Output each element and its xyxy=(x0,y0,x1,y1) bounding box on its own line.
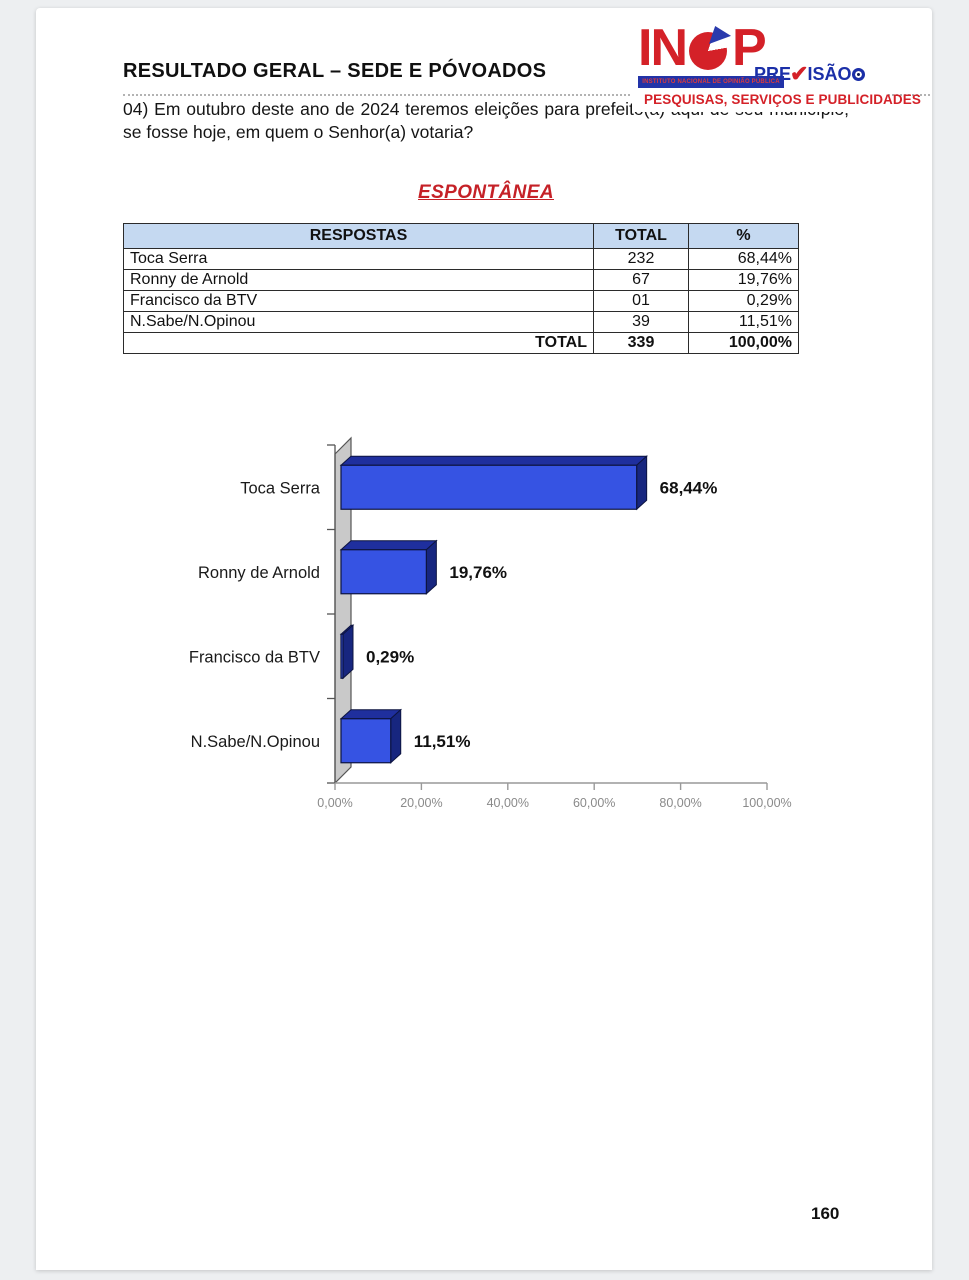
bar xyxy=(340,633,344,679)
table-cell: N.Sabe/N.Opinou xyxy=(123,311,594,333)
checkmark-icon: ✔ xyxy=(790,61,809,86)
logo-text-in: IN xyxy=(638,19,688,77)
bar-group xyxy=(339,624,355,680)
section-heading: ESPONTÂNEA xyxy=(418,182,554,203)
logo-tagline: PESQUISAS, SERVIÇOS E PUBLICIDADES xyxy=(644,92,921,107)
bar-chart-svg: Toca Serra 68,44% Ronny de Arnold 19,76% Fra… xyxy=(189,436,792,810)
bar-top-face xyxy=(339,540,438,551)
x-tick-label: 100,00% xyxy=(742,796,791,810)
x-tick-label: 80,00% xyxy=(659,796,701,810)
table-cell: Francisco da BTV xyxy=(123,290,594,312)
x-tick-label: 0,00% xyxy=(317,796,352,810)
bar-group xyxy=(339,455,648,511)
table-body: Toca Serra 232 68,44% Ronny de Arnold 67 19,7… xyxy=(123,248,799,354)
table-cell: 100,00% xyxy=(688,332,799,354)
bar-side-face xyxy=(636,455,648,511)
table-cell: 39 xyxy=(593,311,689,333)
category-label: N.Sabe/N.Opinou xyxy=(191,733,320,751)
logo-institute-bar: INSTITUTO NACIONAL DE OPINIÃO PÚBLICA xyxy=(638,76,784,88)
table-cell: 67 xyxy=(593,269,689,291)
bar xyxy=(340,464,638,510)
value-label: 68,44% xyxy=(660,478,718,497)
table-cell: 339 xyxy=(593,332,689,354)
table-cell: TOTAL xyxy=(123,332,594,354)
table-cell: 01 xyxy=(593,290,689,312)
x-tick-label: 20,00% xyxy=(400,796,442,810)
category-label: Francisco da BTV xyxy=(189,648,320,666)
bar-side-face xyxy=(390,708,402,764)
category-label: Ronny de Arnold xyxy=(198,564,320,582)
bar-side-face xyxy=(342,624,354,680)
inop-previsao-logo: IN P PRE✔ISÃO INSTITUTO NACIONAL DE OPINI… xyxy=(632,18,921,112)
results-table: RESPOSTAS TOTAL % Toca Serra 232 68,44% Ron… xyxy=(123,223,799,354)
value-label: 19,76% xyxy=(449,563,507,582)
table-cell: Ronny de Arnold xyxy=(123,269,594,291)
table-cell: 19,76% xyxy=(688,269,799,291)
bar-group xyxy=(339,708,403,764)
table-row: Ronny de Arnold 67 19,76% xyxy=(123,269,799,291)
table-footer-row: TOTAL 339 100,00% xyxy=(123,332,799,354)
table-cell: 0,29% xyxy=(688,290,799,312)
document-page: RESULTADO GERAL – SEDE E PÓVOADOS IN P P R… xyxy=(36,8,932,1270)
value-label: 11,51% xyxy=(414,732,471,751)
table-row: Francisco da BTV 01 0,29% xyxy=(123,290,799,312)
bar-chart: Toca Serra 68,44% Ronny de Arnold 19,76% Fra… xyxy=(36,432,932,832)
x-tick-label: 40,00% xyxy=(487,796,529,810)
title-underline xyxy=(123,80,930,96)
value-label: 0,29% xyxy=(366,647,414,666)
table-row: Toca Serra 232 68,44% xyxy=(123,248,799,270)
page-number: 160 xyxy=(811,1204,840,1223)
category-label: Toca Serra xyxy=(240,479,321,497)
header-total: TOTAL xyxy=(593,223,689,249)
bar xyxy=(340,718,392,764)
table-cell: 232 xyxy=(593,248,689,270)
header-percent: % xyxy=(688,223,799,249)
pie-chart-icon xyxy=(689,26,731,70)
target-icon xyxy=(852,68,866,81)
table-cell: 11,51% xyxy=(688,311,799,333)
bar-top-face xyxy=(339,455,648,466)
table-row: N.Sabe/N.Opinou 39 11,51% xyxy=(123,311,799,333)
header-respostas: RESPOSTAS xyxy=(123,223,594,249)
logo-text-p: P xyxy=(732,19,767,77)
bar-side-face xyxy=(425,539,437,595)
table-cell: Toca Serra xyxy=(123,248,594,270)
table-cell: 68,44% xyxy=(688,248,799,270)
logo-wordmark: IN P xyxy=(638,19,767,78)
bar xyxy=(340,549,427,595)
bar-group xyxy=(339,539,438,595)
x-tick-label: 60,00% xyxy=(573,796,615,810)
table-header-row: RESPOSTAS TOTAL % xyxy=(123,223,799,249)
previsao-sao-text: ISÃO xyxy=(807,64,852,84)
page-title: RESULTADO GERAL – SEDE E PÓVOADOS xyxy=(123,60,547,82)
